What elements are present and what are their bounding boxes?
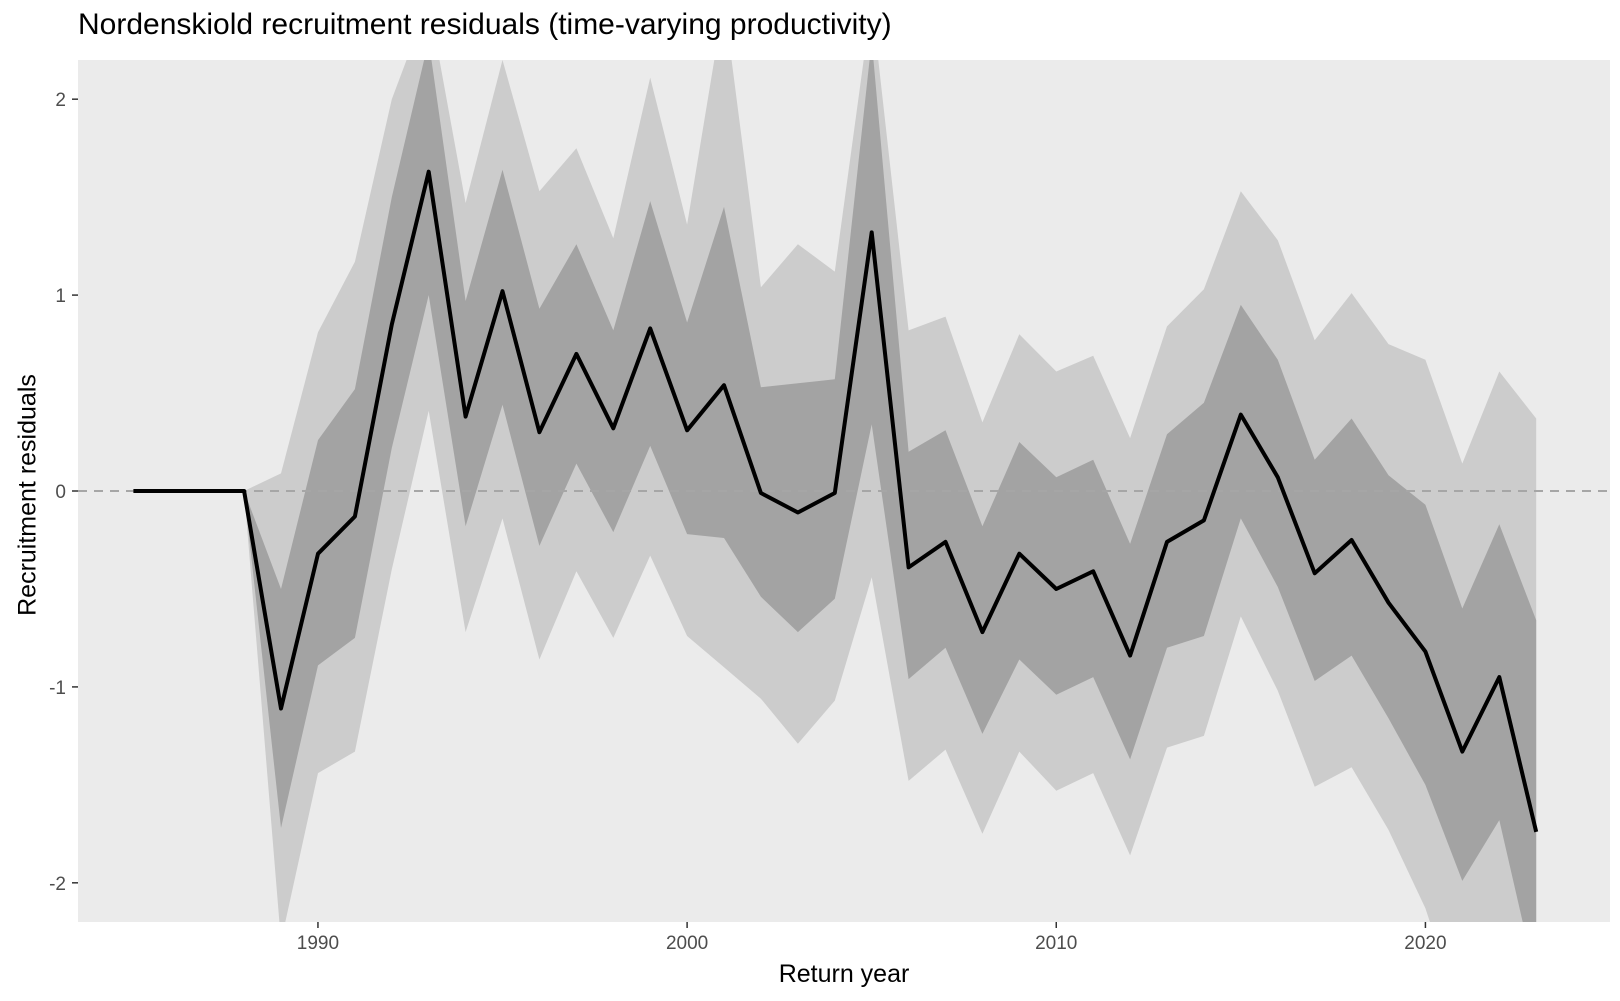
x-tick-label-2000: 2000 [666,933,708,954]
y-tick-label-2: 2 [55,90,66,111]
x-tick-label-2020: 2020 [1404,933,1446,954]
x-tick-label-2010: 2010 [1035,933,1077,954]
y-tick-label-1: 1 [55,286,66,307]
y-tick-label--1: -1 [49,678,66,699]
axes-layer: 1990 2000 2010 2020 -2 -1 0 1 2 [49,90,1446,954]
series-layer [133,169,1539,833]
x-axis-label: Return year [778,960,910,988]
y-axis-label: Recruitment residuals [13,374,42,616]
x-tick-label-1990: 1990 [297,933,339,954]
y-tick-label--2: -2 [49,874,66,895]
chart-title: Nordenskiold recruitment residuals (time… [78,8,892,41]
y-tick-label-0: 0 [55,482,66,503]
series-line-0 [133,169,1539,833]
